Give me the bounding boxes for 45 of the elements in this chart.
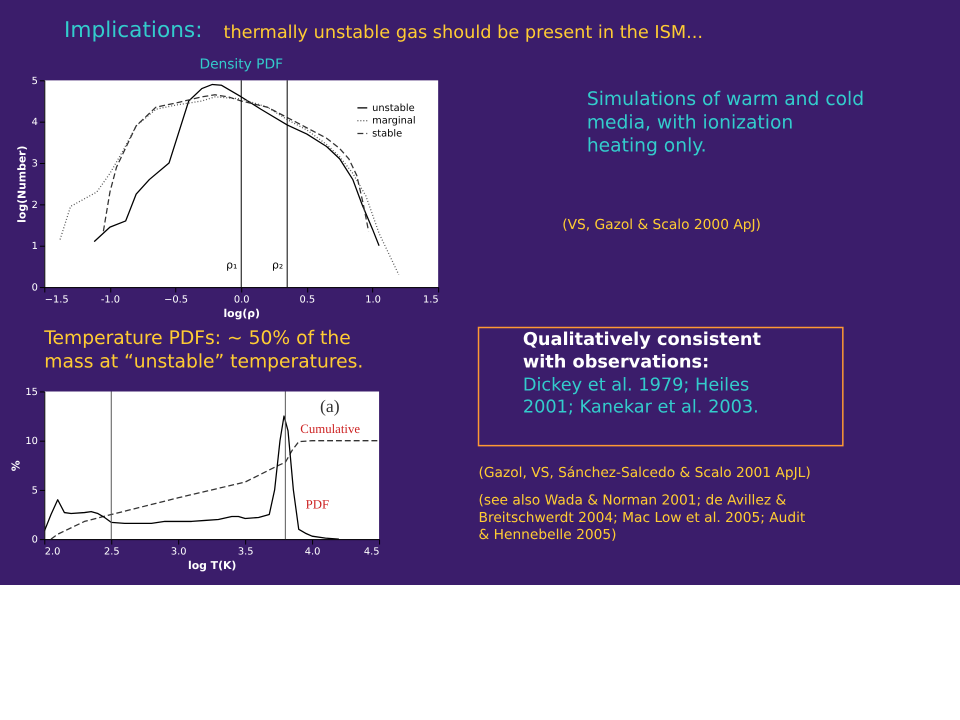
x-tick-label: 1.0 (365, 294, 381, 306)
x-tick-label: 0.5 (300, 294, 316, 306)
y-tick-label: 5 (32, 485, 38, 496)
legend-label: unstable (372, 102, 415, 114)
x-tick-label: -1.0 (100, 294, 120, 306)
text: Qualitatively consistent with observations: (522, 330, 762, 372)
ref-line-label: ρ₂ (272, 258, 284, 272)
x-tick-label: 2.0 (44, 546, 60, 558)
legend-label: stable (372, 128, 402, 140)
x-tick-label: 1.5 (423, 294, 439, 306)
text: (see also Wada & Norman 2001; de Avillez & Breitschwerdt 2004; Mac Low et al. 2005; Audit & Hennebelle 2005) (478, 492, 806, 544)
text: (VS, Gazol & Scalo 2000 ApJ) (562, 216, 761, 233)
x-tick-label: 3.5 (238, 546, 254, 558)
ref-line-label: ρ₁ (226, 258, 238, 272)
series-label: PDF (306, 498, 330, 512)
x-tick-label: 3.0 (170, 546, 187, 558)
x-tick-label: 2.5 (104, 546, 120, 558)
text: Implications: (64, 18, 203, 43)
text: thermally unstable gas should be present in the ISM... (224, 22, 704, 43)
x-axis-title: log(ρ) (223, 307, 260, 320)
y-tick-label: 10 (25, 436, 38, 448)
x-axis-title: log T(K) (188, 559, 236, 572)
text: Simulations of warm and cold media, with ionization heating only. (586, 88, 864, 157)
series-label: Cumulative (300, 422, 360, 436)
annotation: (a) (320, 396, 340, 416)
y-tick-label: 1 (32, 241, 38, 252)
y-axis-title: % (9, 460, 22, 472)
text: Temperature PDFs: ~ 50% of the mass at “unstable” temperatures. (43, 328, 364, 373)
y-tick-label: 2 (32, 200, 38, 211)
x-tick-label: 4.0 (304, 546, 320, 558)
text: Dickey et al. 1979; Heiles 2001; Kanekar et al. 2003. (522, 375, 759, 418)
x-tick-label: 4.5 (364, 546, 380, 558)
y-tick-label: 4 (32, 117, 38, 128)
chart-title: Density PDF (199, 56, 284, 72)
text: (Gazol, VS, Sánchez-Salcedo & Scalo 2001 ApJL) (478, 465, 811, 482)
y-tick-label: 0 (32, 534, 38, 546)
y-axis-title: log(Number) (16, 146, 29, 223)
y-tick-label: 5 (32, 76, 38, 87)
y-tick-label: 0 (32, 282, 38, 294)
legend-label: marginal (372, 116, 416, 127)
x-tick-label: −1.5 (44, 294, 69, 306)
y-tick-label: 3 (32, 158, 38, 170)
x-tick-label: −0.5 (164, 294, 188, 306)
x-tick-label: 0.0 (234, 294, 250, 306)
y-tick-label: 15 (25, 386, 38, 398)
